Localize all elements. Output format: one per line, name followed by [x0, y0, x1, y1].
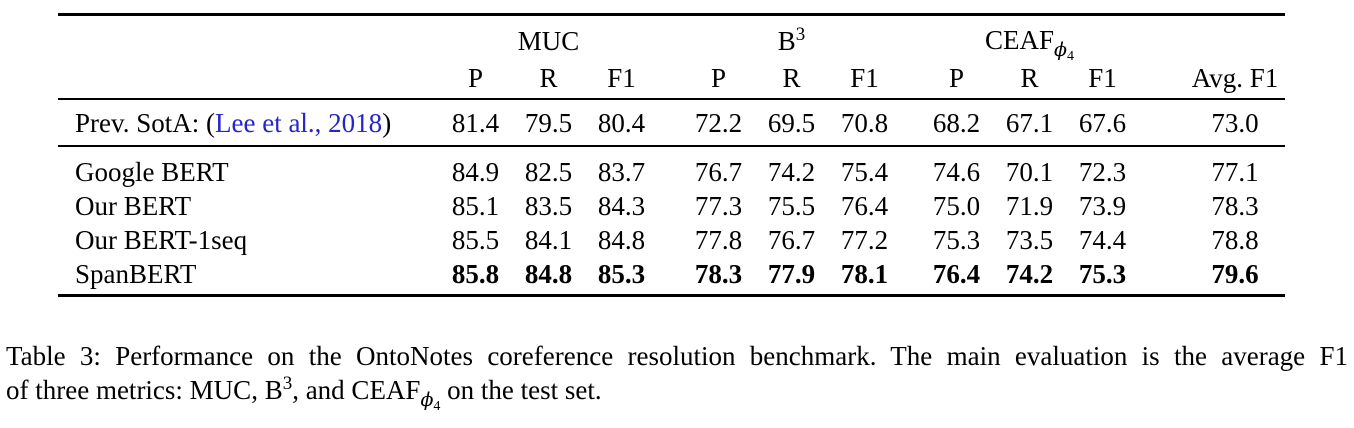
- caption-ceaf-subscript: ϕ4: [420, 389, 441, 414]
- cell-muc-f1: 83.7: [597, 157, 646, 187]
- cell-ceaf-p: 74.6: [932, 157, 981, 187]
- cell-ceaf-r: 70.1: [1005, 157, 1054, 187]
- cell-muc-r: 84.1: [524, 225, 573, 255]
- results-table: MUC B3 CEAFϕ4 P R F1 P R F1 P R F1 Avg. …: [58, 13, 1285, 297]
- cell-b3-r: 74.2: [767, 157, 816, 187]
- cell-muc-f1: 84.3: [597, 191, 646, 221]
- citation-link-lee-2018[interactable]: Lee et al., 2018: [215, 107, 383, 138]
- table-row-google-bert: Google BERT 84.9 82.5 83.7 76.7 74.2 75.…: [58, 155, 1285, 189]
- cell-muc-f1: 84.8: [597, 225, 646, 255]
- caption-line-2: of three metrics: MUC, B3, and CEAFϕ4 on…: [6, 373, 602, 414]
- cell-ceaf-r: 74.2: [1005, 259, 1054, 289]
- cell-muc-r: 82.5: [524, 157, 573, 187]
- col-header-ceaf-r: R: [1020, 63, 1039, 93]
- col-header-b3-r: R: [782, 63, 801, 93]
- table-toprule: [58, 13, 1285, 16]
- table-row-spanbert: SpanBERT 85.8 84.8 85.3 78.3 77.9 78.1 7…: [58, 257, 1285, 291]
- cell-b3-f1: 70.8: [840, 107, 889, 138]
- row-label-spanbert: SpanBERT: [75, 259, 197, 289]
- cell-avg-f1: 79.6: [1211, 259, 1259, 289]
- cell-muc-r: 83.5: [524, 191, 573, 221]
- cell-b3-f1: 78.1: [840, 259, 889, 289]
- cell-avg-f1: 78.3: [1211, 191, 1259, 221]
- cell-ceaf-r: 71.9: [1005, 191, 1054, 221]
- group-header-b3: B3: [777, 24, 806, 56]
- cell-muc-p: 85.5: [451, 225, 500, 255]
- cell-muc-p: 85.8: [451, 259, 500, 289]
- cell-ceaf-f1: 74.4: [1078, 225, 1127, 255]
- col-header-ceaf-f1: F1: [1088, 63, 1117, 93]
- cell-muc-p: 85.1: [451, 191, 500, 221]
- cell-ceaf-f1: 67.6: [1078, 107, 1127, 138]
- row-label-prev-sota: Prev. SotA: (Lee et al., 2018): [75, 107, 392, 138]
- table-caption: Table 3: Performance on the OntoNotes co…: [6, 339, 1348, 414]
- cell-ceaf-p: 75.3: [932, 225, 981, 255]
- cell-b3-p: 72.2: [694, 107, 743, 138]
- col-header-avg-f1: Avg. F1: [1191, 63, 1279, 93]
- cell-b3-r: 76.7: [767, 225, 816, 255]
- row-label-our-bert-1seq: Our BERT-1seq: [75, 225, 248, 255]
- cell-muc-r: 84.8: [524, 259, 573, 289]
- cell-b3-p: 76.7: [694, 157, 743, 187]
- caption-b3-superscript: 3: [282, 373, 293, 394]
- cell-b3-p: 77.3: [694, 191, 743, 221]
- table-row-prev-sota: Prev. SotA: (Lee et al., 2018) 81.4 79.5…: [58, 100, 1285, 145]
- cell-muc-p: 81.4: [451, 107, 500, 138]
- cell-ceaf-r: 67.1: [1005, 107, 1054, 138]
- cell-b3-f1: 75.4: [840, 157, 889, 187]
- cell-ceaf-f1: 73.9: [1078, 191, 1127, 221]
- cell-ceaf-p: 68.2: [932, 107, 981, 138]
- ceaf-subscript: ϕ4: [1054, 39, 1074, 64]
- cell-avg-f1: 78.8: [1211, 225, 1259, 255]
- table-body: Google BERT 84.9 82.5 83.7 76.7 74.2 75.…: [58, 147, 1285, 294]
- cell-b3-p: 77.8: [694, 225, 743, 255]
- caption-line-1: Table 3: Performance on the OntoNotes co…: [6, 341, 1348, 371]
- cell-muc-f1: 85.3: [597, 259, 646, 289]
- table-midrule-2: [58, 145, 1285, 147]
- cell-ceaf-p: 75.0: [932, 191, 981, 221]
- cell-ceaf-p: 76.4: [932, 259, 981, 289]
- cell-b3-r: 77.9: [767, 259, 816, 289]
- table-row-our-bert: Our BERT 85.1 83.5 84.3 77.3 75.5 76.4 7…: [58, 189, 1285, 223]
- row-label-google-bert: Google BERT: [75, 157, 229, 187]
- cell-muc-r: 79.5: [524, 107, 573, 138]
- table-midrule-1: [58, 98, 1285, 100]
- col-header-b3-f1: F1: [850, 63, 879, 93]
- col-header-b3-p: P: [710, 63, 727, 93]
- group-header-muc: MUC: [517, 26, 580, 56]
- col-header-muc-r: R: [539, 63, 558, 93]
- col-header-ceaf-p: P: [948, 63, 965, 93]
- cell-ceaf-f1: 72.3: [1078, 157, 1127, 187]
- cell-b3-p: 78.3: [694, 259, 743, 289]
- cell-avg-f1: 77.1: [1211, 157, 1259, 187]
- cell-b3-f1: 76.4: [840, 191, 889, 221]
- cell-b3-f1: 77.2: [840, 225, 889, 255]
- cell-ceaf-r: 73.5: [1005, 225, 1054, 255]
- row-label-our-bert: Our BERT: [75, 191, 192, 221]
- cell-b3-r: 75.5: [767, 191, 816, 221]
- table-row-our-bert-1seq: Our BERT-1seq 85.5 84.1 84.8 77.8 76.7 7…: [58, 223, 1285, 257]
- cell-avg-f1: 73.0: [1211, 107, 1259, 138]
- cell-muc-p: 84.9: [451, 157, 500, 187]
- col-header-muc-p: P: [467, 63, 484, 93]
- cell-muc-f1: 80.4: [597, 107, 646, 138]
- table-bottomrule: [58, 294, 1285, 297]
- column-header-row: P R F1 P R F1 P R F1 Avg. F1: [58, 58, 1285, 98]
- cell-ceaf-f1: 75.3: [1078, 259, 1127, 289]
- group-header-row: MUC B3 CEAFϕ4: [58, 16, 1285, 64]
- cell-b3-r: 69.5: [767, 107, 816, 138]
- col-header-muc-f1: F1: [607, 63, 636, 93]
- group-header-ceaf: CEAFϕ4: [985, 25, 1074, 64]
- b3-superscript: 3: [795, 24, 806, 45]
